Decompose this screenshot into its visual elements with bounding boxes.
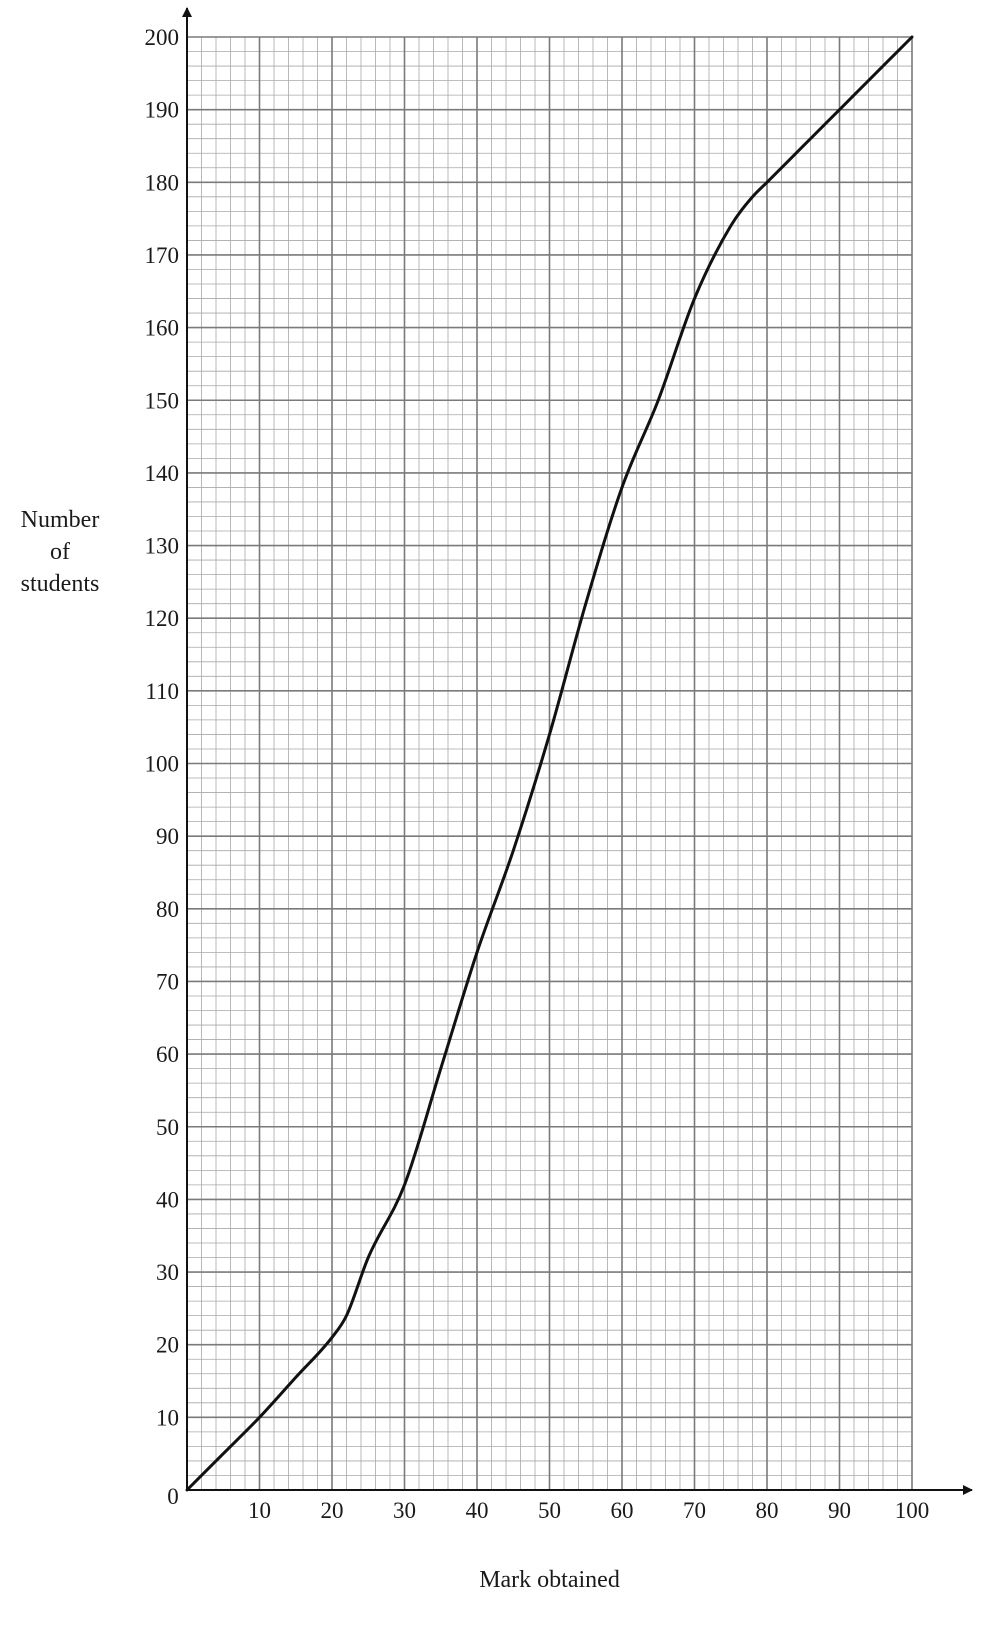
x-tick-label: 100	[895, 1498, 930, 1523]
y-tick-label: 30	[156, 1260, 179, 1285]
y-tick-label: 10	[156, 1405, 179, 1430]
y-tick-label: 180	[145, 170, 180, 195]
y-tick-label: 100	[145, 752, 180, 777]
y-axis-title-line-1: Number	[21, 507, 100, 533]
y-tick-label: 20	[156, 1333, 179, 1358]
y-tick-label: 110	[145, 679, 179, 704]
x-axis-title: Mark obtained	[479, 1567, 620, 1593]
y-tick-labels: 10 20 30 40 50 60 70 80 90 100 110 120 130 140 150 160 1…	[145, 25, 180, 1430]
origin-label: 0	[167, 1484, 179, 1509]
y-tick-label: 160	[145, 316, 180, 341]
x-tick-label: 30	[393, 1498, 416, 1523]
y-tick-label: 140	[145, 461, 180, 486]
y-axis-title-line-2: of	[50, 539, 70, 565]
major-grid	[186, 36, 913, 1491]
y-tick-label: 170	[145, 243, 180, 268]
y-tick-label: 40	[156, 1187, 179, 1212]
y-axis-title: Number of students	[21, 507, 100, 597]
x-tick-label: 10	[248, 1498, 271, 1523]
y-tick-label: 130	[145, 534, 180, 559]
cumulative-frequency-curve	[185, 35, 914, 1492]
x-tick-label: 40	[466, 1498, 489, 1523]
y-tick-label: 190	[145, 98, 180, 123]
y-tick-label: 80	[156, 897, 179, 922]
x-tick-label: 90	[828, 1498, 851, 1523]
y-axis-title-line-3: students	[21, 571, 100, 597]
x-tick-label: 20	[321, 1498, 344, 1523]
x-tick-label: 70	[683, 1498, 706, 1523]
y-tick-label: 90	[156, 824, 179, 849]
x-tick-label: 60	[611, 1498, 634, 1523]
x-tick-label: 50	[538, 1498, 561, 1523]
y-tick-label: 200	[145, 25, 180, 50]
curve-layer	[185, 35, 914, 1492]
x-tick-labels: 10 20 30 40 50 60 70 80 90 100	[248, 1498, 929, 1523]
y-tick-label: 120	[145, 606, 180, 631]
y-tick-label: 60	[156, 1042, 179, 1067]
y-tick-label: 50	[156, 1115, 179, 1140]
axes	[182, 7, 973, 1495]
y-tick-label: 70	[156, 969, 179, 994]
y-tick-label: 150	[145, 388, 180, 413]
x-tick-label: 80	[756, 1498, 779, 1523]
